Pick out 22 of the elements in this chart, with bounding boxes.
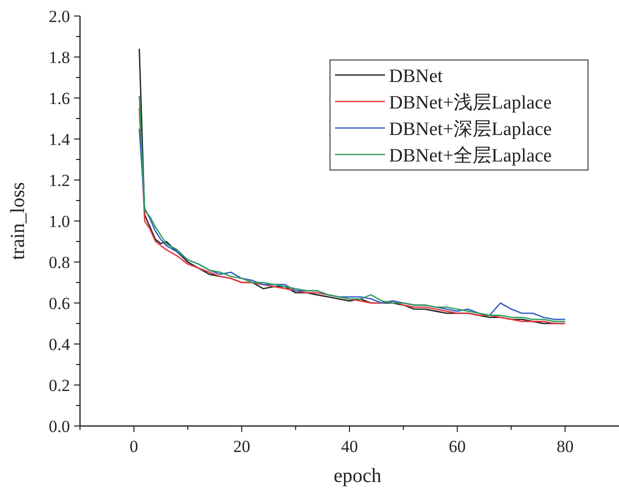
x-tick-label: 60 <box>448 437 466 456</box>
y-tick-label: 1.0 <box>48 212 70 231</box>
y-tick-label: 1.2 <box>48 171 70 190</box>
y-tick-label: 0.4 <box>48 335 70 354</box>
x-tick-label: 40 <box>341 437 358 456</box>
legend-label: DBNet+全层Laplace <box>389 146 552 166</box>
y-tick-label: 0.6 <box>48 294 70 313</box>
x-tick-label: 20 <box>233 437 250 456</box>
legend-label: DBNet <box>389 66 444 87</box>
x-tick-label: 0 <box>130 437 138 456</box>
y-tick-label: 0.0 <box>48 417 70 436</box>
legend-label: DBNet+浅层Laplace <box>389 92 552 114</box>
y-tick-label: 0.8 <box>48 253 70 272</box>
y-tick-label: 1.6 <box>48 89 70 108</box>
x-tick-label: 80 <box>556 437 574 456</box>
y-tick-label: 1.8 <box>48 48 70 67</box>
y-tick-label: 1.4 <box>48 130 70 149</box>
x-axis-title: epoch <box>334 465 382 487</box>
y-tick-label: 0.2 <box>48 376 70 395</box>
y-axis-title: train_loss <box>7 182 29 260</box>
legend-label: DBNet+深层Laplace <box>389 119 552 140</box>
y-tick-label: 2.0 <box>48 7 70 26</box>
